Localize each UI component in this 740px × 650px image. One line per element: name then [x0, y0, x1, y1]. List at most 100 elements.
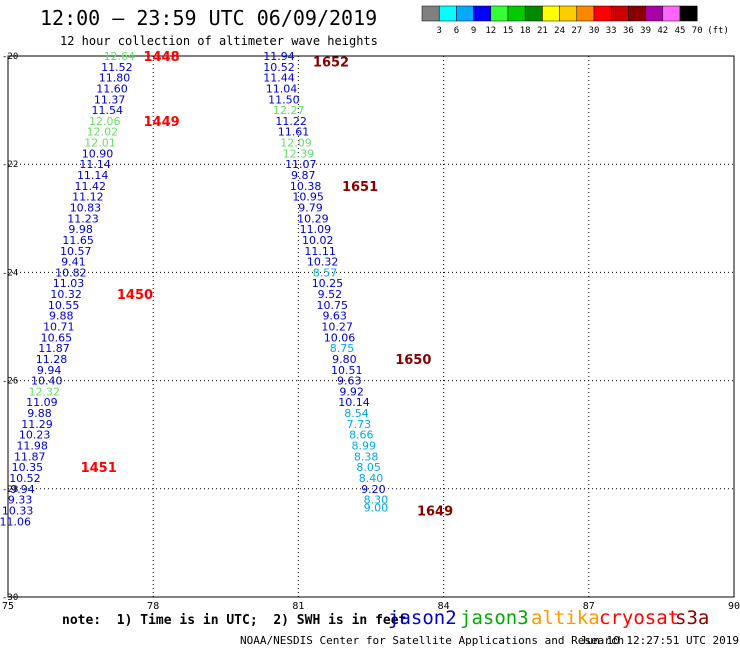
colorbar-label: 3 [436, 26, 441, 36]
swh-value-label: 11.80 [99, 72, 131, 85]
colorbar-label: 42 [657, 26, 668, 36]
swh-value-label: 10.23 [19, 429, 51, 442]
colorbar-swatch [576, 5, 595, 22]
colorbar-swatch [559, 5, 578, 22]
y-tick-label: -26 [2, 377, 18, 387]
x-tick-label: 75 [2, 601, 14, 612]
colorbar-swatch [507, 5, 526, 22]
swh-value-label: 10.52 [9, 472, 41, 485]
y-tick-label: -20 [2, 52, 18, 62]
swh-value-label: 8.30 [364, 494, 389, 507]
swh-value-label: 11.60 [96, 82, 128, 95]
time-label: 1650 [395, 353, 431, 368]
swh-value-label: 12.32 [29, 385, 61, 398]
swh-value-label: 11.23 [67, 212, 99, 225]
colorbar-swatch [662, 5, 681, 22]
swh-value-label: 11.09 [300, 223, 332, 236]
page-subtitle: 12 hour collection of altimeter wave hei… [60, 34, 378, 48]
colorbar-label: 6 [454, 26, 459, 36]
x-tick-label: 90 [728, 601, 740, 612]
plot-frame [7, 55, 735, 598]
swh-value-label: 10.95 [292, 191, 324, 204]
swh-value-label: 9.33 [8, 494, 33, 507]
time-label: 1450 [117, 288, 153, 303]
swh-value-label: 10.75 [317, 299, 349, 312]
swh-value-label: 11.11 [304, 245, 336, 258]
swh-value-label: 11.04 [266, 82, 298, 95]
colorbar-label: 45 [675, 26, 686, 36]
x-tick-label: 84 [438, 601, 450, 612]
colorbar-swatch [490, 5, 509, 22]
swh-value-label: 8.05 [356, 461, 381, 474]
colorbar-label: 30 [589, 26, 600, 36]
swh-value-label: 9.63 [322, 310, 347, 323]
colorbar-label: 36 [623, 26, 634, 36]
swh-value-label: 10.82 [55, 266, 87, 279]
swh-value-label: 9.94 [10, 483, 35, 496]
swh-value-label: 10.52 [263, 61, 295, 74]
swh-value-label: 11.14 [79, 158, 111, 171]
colorbar-swatch [438, 5, 457, 22]
swh-value-label: 9.20 [361, 483, 386, 496]
swh-value-label: 8.40 [359, 472, 384, 485]
swh-value-label: 11.54 [91, 104, 123, 117]
swh-value-label: 10.02 [302, 234, 334, 247]
swh-value-label: 11.06 [0, 515, 31, 528]
colorbar-label: 18 [520, 26, 531, 36]
time-label: 1448 [144, 50, 180, 65]
swh-value-label: 8.54 [344, 407, 369, 420]
swh-value-label: 8.75 [330, 342, 355, 355]
colorbar-label: 39 [640, 26, 651, 36]
colorbar-swatch [593, 5, 612, 22]
time-label: 1652 [313, 55, 349, 70]
swh-value-label: 12.27 [273, 104, 305, 117]
swh-value-label: 9.63 [337, 375, 362, 388]
swh-value-label: 11.29 [21, 418, 53, 431]
swh-value-label: 12.06 [89, 115, 121, 128]
swh-value-label: 10.83 [70, 201, 102, 214]
swh-value-label: 9.00 [364, 502, 389, 515]
swh-value-label: 11.03 [53, 277, 85, 290]
swh-value-label: 11.50 [268, 93, 300, 106]
swh-value-label: 12.64 [104, 50, 136, 63]
x-tick-label: 87 [583, 601, 595, 612]
swh-value-label: 9.98 [68, 223, 93, 236]
swh-value-label: 8.99 [351, 440, 376, 453]
swh-value-label: 9.88 [27, 407, 52, 420]
swh-value-label: 9.92 [339, 385, 364, 398]
legend-cryosat: cryosat [599, 607, 680, 629]
swh-value-label: 11.37 [94, 93, 126, 106]
swh-value-label: 10.57 [60, 245, 92, 258]
swh-value-label: 9.52 [318, 288, 343, 301]
swh-value-label: 10.38 [290, 180, 322, 193]
swh-value-label: 8.57 [313, 266, 338, 279]
footer-credit: NOAA/NESDIS Center for Satellite Applica… [240, 634, 625, 647]
swh-value-label: 10.51 [331, 364, 363, 377]
y-tick-label: -22 [2, 160, 18, 170]
colorbar-swatch [679, 5, 698, 22]
time-label: 1449 [144, 115, 180, 130]
footer-timestamp: Jun 10 12:27:51 UTC 2019 [580, 634, 739, 647]
note-text: note: 1) Time is in UTC; 2) SWH is in fe… [62, 613, 407, 628]
colorbar-label: 15 [503, 26, 514, 36]
swh-value-label: 11.42 [75, 180, 107, 193]
colorbar-swatch [610, 5, 629, 22]
swh-value-label: 11.44 [263, 72, 295, 85]
swh-value-label: 11.14 [77, 169, 109, 182]
colorbar-swatch [421, 5, 440, 22]
page-title: 12:00 – 23:59 UTC 06/09/2019 [40, 6, 378, 30]
swh-value-label: 9.80 [332, 353, 357, 366]
swh-value-label: 11.12 [72, 191, 104, 204]
swh-value-label: 10.65 [41, 331, 73, 344]
swh-value-label: 11.09 [26, 396, 58, 409]
colorbar-label: 27 [571, 26, 582, 36]
swh-value-label: 10.90 [82, 147, 114, 160]
colorbar-swatch [645, 5, 664, 22]
y-tick-label: -30 [2, 593, 18, 603]
colorbar-swatch [524, 5, 543, 22]
swh-value-label: 10.55 [48, 299, 80, 312]
colorbar-label: 9 [471, 26, 476, 36]
legend-altika: altika [531, 607, 600, 629]
colorbar-unit: (ft) [707, 26, 729, 36]
